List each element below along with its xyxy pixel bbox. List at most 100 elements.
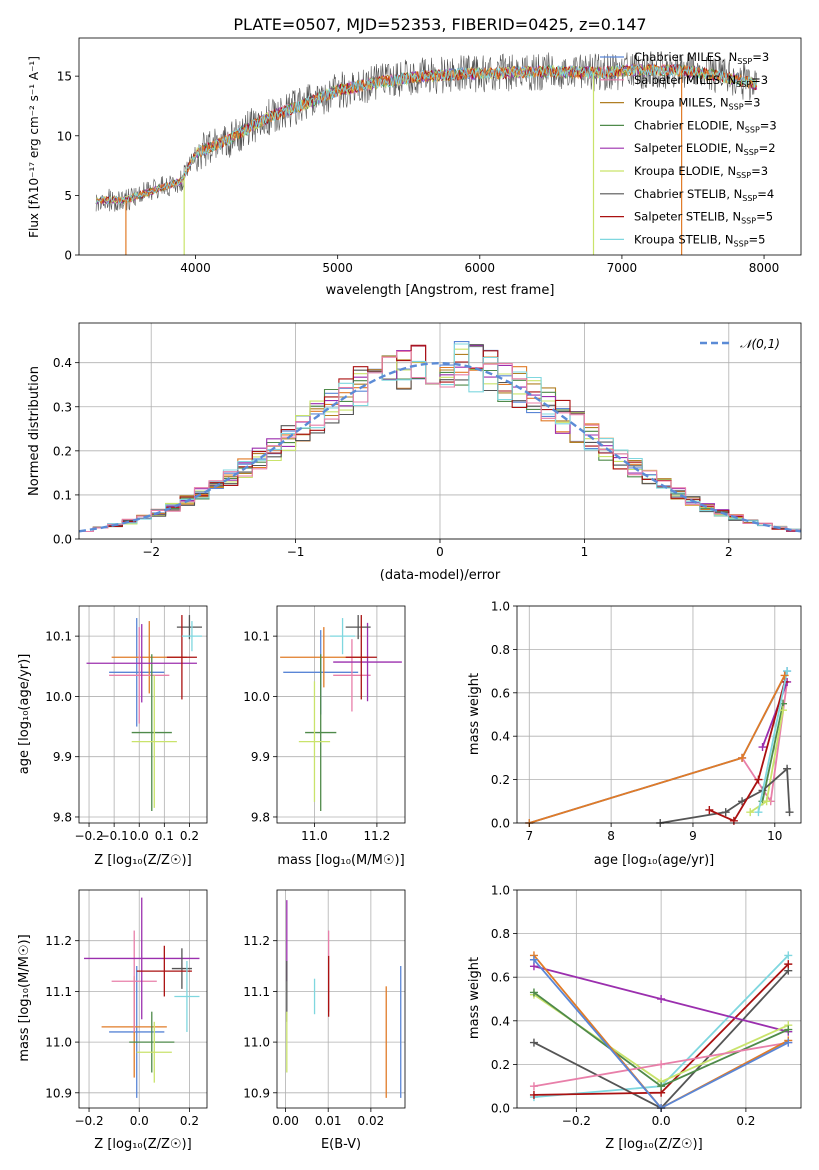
plot-frame [78,889,208,1109]
legend-subscript: SSP [736,80,751,89]
x-tick-label: 0.0 [130,829,149,843]
age-mass-x-label: mass [log₁₀(M/M☉)] [277,853,404,868]
residual-x-label: (data-model)/error [380,568,501,583]
y-tick-label: 0.0 [53,533,72,547]
x-tick-label: 0 [436,545,444,559]
legend-text: Salpeter MILES, N [634,73,736,87]
errorbar-point [111,930,157,1032]
x-tick-label: 4000 [180,261,211,275]
errorbar-point [174,960,200,1032]
errorbar-point [136,945,192,997]
spectrum-panel: PLATE=0507, MJD=52353, FIBERID=0425, z=0… [27,15,802,298]
legend-count: =5 [749,232,766,246]
weight-vs-metallicity-panel: Z [log₁₀(Z/Z☉)] mass weight −0.2 0.0 0.2 0.… [467,884,802,1152]
mass_vs_Z-marks [84,897,200,1098]
weight-series-line [660,766,791,824]
legend-label: 𝒩(0,1) [740,337,780,351]
errorbar-point [109,627,170,724]
y-tick-label: 0.4 [53,356,72,370]
x-tick-label: 8 [607,829,615,843]
weight-marker [657,1082,666,1091]
y-tick-label: 1.0 [491,884,510,898]
weight-marker [762,797,771,806]
residual-legend: 𝒩(0,1) [700,337,780,351]
mass-vs-extinction-panel: E(B-V) 0.00 0.01 0.02 10.9 11.0 11.1 11.2 [243,889,406,1152]
x-tick-label: −0.2 [562,1114,591,1128]
age_vs_Z-axes: −0.2−0.1 0.0 0.1 0.2 9.8 9.9 10.0 10.1 [45,605,208,843]
age-z-x-label: Z [log₁₀(Z/Z☉)] [94,853,191,868]
weight-marker [657,1060,666,1069]
legend-text: Kroupa MILES, N [634,96,729,110]
legend-count: =4 [757,187,774,201]
y-tick-label: 5 [64,189,72,203]
y-tick-label: 0.2 [53,444,72,458]
y-tick-label: 11.2 [45,934,72,948]
x-tick-label: 0.1 [155,829,174,843]
errorbar-point [131,675,177,808]
y-tick-label: 0.4 [491,730,510,744]
y-tick-label: 11.1 [45,985,72,999]
y-tick-label: 10.9 [45,1086,72,1100]
legend-subscript: SSP [741,217,756,226]
x-tick-label: 5000 [322,261,353,275]
spectrum-series-line [95,63,758,205]
x-tick-label: 0.0 [652,1114,671,1128]
legend-subscript: SSP [745,125,760,134]
legend-label: Salpeter ELODIE, NSSP=2 [634,141,776,157]
age_vs_Z-grid [79,606,207,823]
errorbar-point [171,948,192,989]
age_vs_Z-marks [86,615,202,811]
weight-marker [778,706,787,715]
y-tick-label: 10.1 [45,630,72,644]
weight-marker [746,808,755,817]
weight-marker [783,764,792,773]
y-tick-label: 11.0 [45,1036,72,1050]
y-tick-label: 10.0 [243,690,270,704]
errorbar-point [333,639,371,712]
weight-marker [754,808,763,817]
age-vs-metallicity-panel: Z [log₁₀(Z/Z☉)] age [log₁₀(age/yr)] −0.2… [17,605,208,868]
weight-marker [529,1090,538,1099]
plot-frame [276,889,406,1109]
age-vs-mass-panel: mass [log₁₀(M/M☉)] 11.0 11.2 9.8 9.9 10.0 10.… [243,605,406,868]
errorbar-point [131,654,172,811]
y-tick-label: 9.8 [53,810,72,824]
residuals-marks [78,341,802,533]
weight-series-line [757,670,788,813]
errorbar-point [330,618,356,655]
x-tick-label: −0.2 [74,1114,103,1128]
plot-frame [276,605,406,824]
x-tick-label: 2 [725,545,733,559]
x-tick-label: 7000 [607,261,638,275]
residuals-axes: −2 −1 0 1 2 0.0 0.1 0.2 0.3 0.4 [53,322,802,559]
mass_vs_Z-grid [79,890,207,1108]
legend-text: Chabrier STELIB, N [634,187,742,201]
legend-label: Kroupa ELODIE, NSSP=3 [634,164,768,180]
errorbar-point [298,681,331,802]
legend-subscript: SSP [742,194,757,203]
y-tick-label: 0.8 [491,927,510,941]
y-tick-label: 0.1 [53,488,72,502]
histogram-step-line [79,350,801,533]
legend-text: Chabrier ELODIE, N [634,118,745,132]
y-tick-label: 0.3 [53,400,72,414]
legend-count: =5 [756,210,773,224]
weight-marker [529,988,538,997]
age_vs_mass-grid [277,606,405,823]
legend-label: Salpeter STELIB, NSSP=5 [634,210,773,226]
mass-vs-metallicity-panel: Z [log₁₀(Z/Z☉)] mass [log₁₀(M/M☉)] −0.2 0… [17,889,208,1152]
y-tick-label: 0.0 [491,1102,510,1116]
errorbar-point [345,615,377,700]
residuals-grid [79,323,801,540]
errorbar-point [86,624,197,703]
plot-frame [516,605,802,824]
errorbar-point [84,897,200,1020]
weight_vs_age-grid [517,605,801,824]
weight-marker [758,743,767,752]
y-tick-label: 0.4 [491,1014,510,1028]
weight-age-y-label: mass weight [467,673,482,755]
legend-text: Chabrier MILES, N [634,50,737,64]
errorbar-point [136,1021,172,1083]
weight-marker [657,995,666,1003]
